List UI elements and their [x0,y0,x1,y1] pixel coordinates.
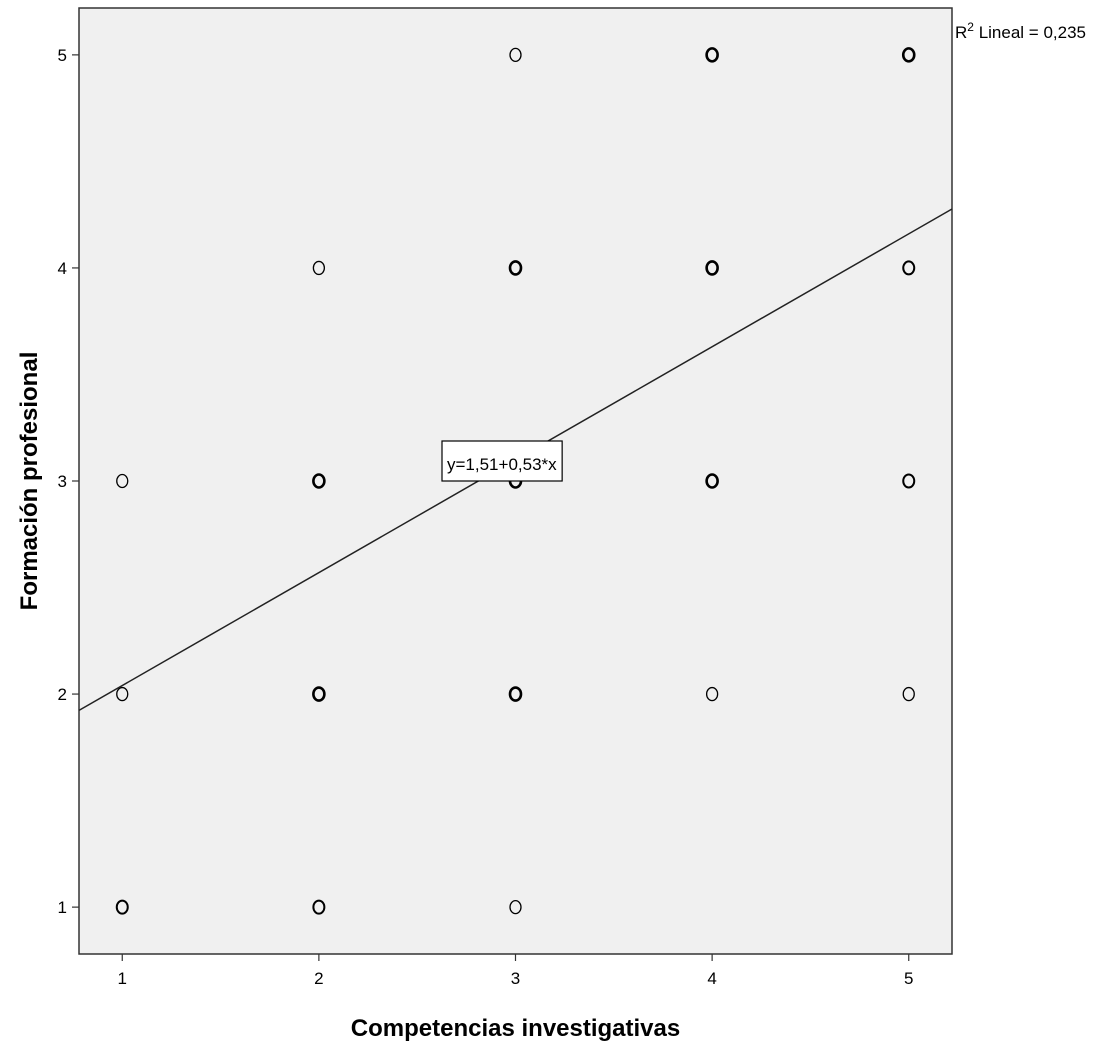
scatter-point [116,686,129,702]
equation-annotation: y=1,51+0,53*x [441,440,563,482]
scatter-point [116,473,129,489]
scatter-point [901,47,916,63]
y-axis: 1 2 3 4 5 [58,46,79,917]
data-points [115,47,916,915]
scatter-point [312,473,326,489]
scatter-point [902,686,915,702]
y-tick-label: 4 [58,259,67,278]
x-tick-label: 4 [707,969,716,988]
scatter-point [312,260,326,276]
equation-box [441,440,563,482]
scatter-point [509,899,522,915]
scatter-point [312,686,326,702]
x-axis-title: Competencias investigativas [351,1015,680,1042]
y-tick-label: 2 [58,685,67,704]
y-tick-label: 5 [58,46,67,65]
scatter-point [705,686,719,702]
scatter-point [508,686,523,702]
x-tick-label: 3 [511,969,520,988]
r-squared-label: R2 Lineal = 0,235 [955,20,1086,42]
x-tick-label: 1 [118,969,127,988]
x-axis: 1 2 3 4 5 [118,954,913,988]
scatter-point [115,899,129,915]
scatter-point [508,260,523,276]
y-axis-title: Formación profesional [16,352,43,611]
scatter-point [902,473,916,489]
scatter-point [312,899,326,915]
y-tick-label: 3 [58,472,67,491]
scatter-point [509,47,522,63]
scatter-point [705,47,719,63]
y-tick-label: 1 [58,898,67,917]
scatter-point [705,260,719,276]
x-tick-label: 2 [314,969,323,988]
equation-label: y=1,51+0,53*x [447,455,557,474]
x-tick-label: 5 [904,969,913,988]
scatter-point [705,473,719,489]
scatter-point [902,260,916,276]
